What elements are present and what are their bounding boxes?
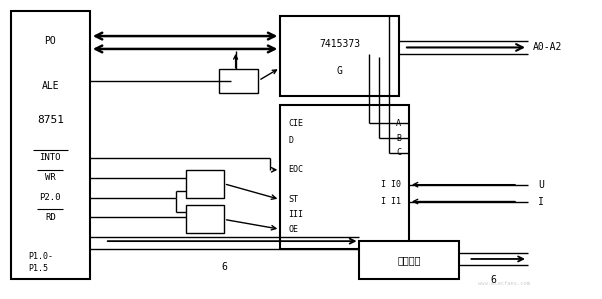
- Text: 6: 6: [490, 275, 496, 285]
- Text: RD: RD: [45, 213, 56, 222]
- Text: U: U: [538, 180, 544, 190]
- Text: I: I: [538, 196, 544, 207]
- Text: 输出驱动: 输出驱动: [397, 255, 421, 265]
- Text: ST: ST: [288, 195, 298, 204]
- Text: WR: WR: [45, 173, 56, 182]
- Text: D: D: [288, 135, 293, 145]
- Text: C: C: [396, 149, 401, 158]
- Text: P2.0: P2.0: [40, 193, 61, 202]
- Bar: [186, 170, 224, 198]
- Text: III: III: [288, 210, 303, 219]
- Text: A: A: [396, 119, 401, 128]
- Text: EOC: EOC: [288, 165, 303, 174]
- Text: P1.5: P1.5: [28, 264, 49, 273]
- Text: www.elecfans.com: www.elecfans.com: [479, 281, 530, 286]
- Text: P1.0-: P1.0-: [28, 252, 54, 262]
- Text: OE: OE: [288, 225, 298, 234]
- Text: A0-A2: A0-A2: [533, 42, 562, 52]
- Text: 6: 6: [222, 262, 228, 272]
- Bar: [11, 11, 90, 279]
- Bar: [186, 205, 224, 233]
- Text: CIE: CIE: [288, 119, 303, 128]
- Bar: [280, 16, 399, 95]
- Text: 7415373: 7415373: [319, 39, 360, 49]
- Text: 8751: 8751: [37, 115, 64, 125]
- Text: G: G: [337, 66, 343, 76]
- Text: B: B: [396, 134, 401, 143]
- Bar: [219, 69, 258, 92]
- Text: I I1: I I1: [381, 197, 401, 206]
- Text: I I0: I I0: [381, 180, 401, 189]
- Text: INTO: INTO: [40, 153, 61, 162]
- Text: ALE: ALE: [42, 81, 59, 91]
- Bar: [280, 106, 409, 249]
- Bar: [359, 241, 459, 279]
- Text: PO: PO: [45, 36, 56, 46]
